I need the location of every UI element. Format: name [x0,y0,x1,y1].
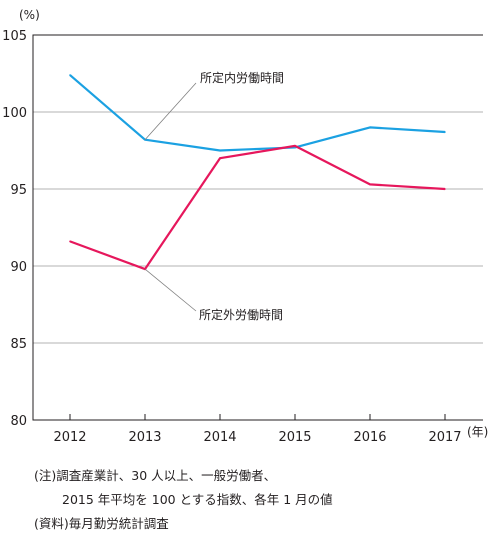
y-tick-label: 105 [2,29,27,44]
data-point [69,74,71,76]
x-tick-label: 2012 [53,430,86,445]
note-line: (注)調査産業計、30 人以上、一般労働者、 [34,468,277,483]
data-point [444,131,446,133]
y-tick-label: 85 [10,337,27,352]
y-tick-label: 95 [10,183,27,198]
x-tick-label: 2015 [278,430,311,445]
series-lines [69,74,446,271]
x-tick-label: 2016 [353,430,386,445]
data-point [294,145,296,147]
x-tick-label: 2017 [428,430,461,445]
footnotes: (注)調査産業計、30 人以上、一般労働者、 2015 年平均を 100 とする… [34,464,333,536]
plot-frame [32,34,483,421]
grid-lines [33,111,483,344]
series-line [69,144,446,271]
data-point [219,149,221,152]
x-tick-label: 2014 [203,430,236,445]
axes [32,34,483,421]
y-axis-unit: (%) [19,8,40,22]
y-tick-label: 100 [2,106,27,121]
note-line: 2015 年平均を 100 とする指数、各年 1 月の値 [62,492,333,507]
x-tick-labels: 2012 2013 2014 2015 2016 2017 [53,430,461,445]
data-point [369,183,371,186]
x-axis-unit: (年) [467,425,488,439]
y-tick-label: 90 [10,260,27,275]
data-point [69,240,71,243]
data-point [369,126,371,129]
data-point [219,157,221,159]
series-label: 所定外労働時間 [199,307,283,322]
y-tick-label: 80 [10,414,27,429]
series-line [69,74,446,152]
data-point [444,188,446,190]
x-tick-label: 2013 [128,430,161,445]
leader-line [144,268,197,312]
y-tick-labels: 80 85 90 95 100 105 [2,29,27,429]
series-label: 所定内労働時間 [200,70,284,85]
note-line: (資料)毎月勤労統計調査 [34,516,169,531]
leader-line [144,82,197,140]
